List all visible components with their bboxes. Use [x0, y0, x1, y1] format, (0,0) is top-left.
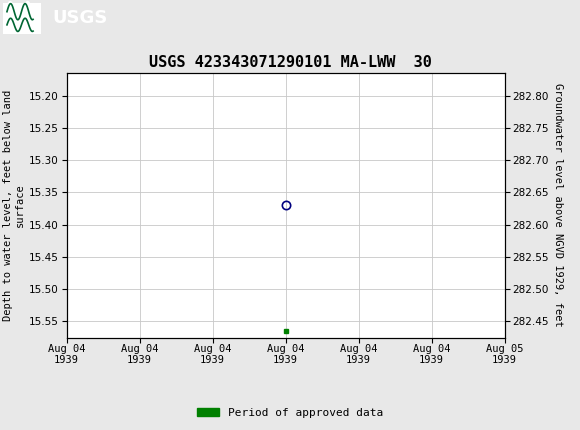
- Text: USGS 423343071290101 MA-LWW  30: USGS 423343071290101 MA-LWW 30: [148, 55, 432, 70]
- Y-axis label: Depth to water level, feet below land
surface: Depth to water level, feet below land su…: [3, 90, 25, 321]
- Text: USGS: USGS: [52, 9, 107, 27]
- Legend: Period of approved data: Period of approved data: [193, 403, 387, 422]
- FancyBboxPatch shape: [3, 3, 41, 34]
- Y-axis label: Groundwater level above NGVD 1929, feet: Groundwater level above NGVD 1929, feet: [553, 83, 563, 327]
